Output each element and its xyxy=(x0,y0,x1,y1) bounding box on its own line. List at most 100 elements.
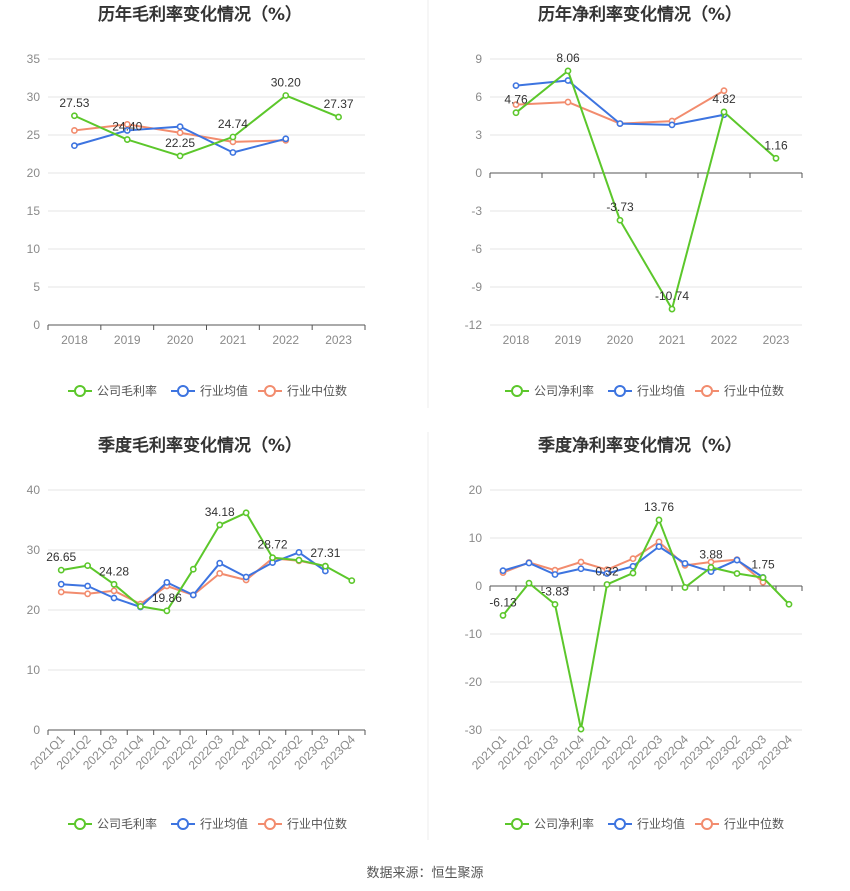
data-point-company[interactable] xyxy=(785,600,793,608)
data-point-company[interactable] xyxy=(84,562,92,569)
data-point-industry-avg[interactable] xyxy=(616,120,624,127)
data-point-industry-avg[interactable] xyxy=(229,149,237,156)
data-label: -3.73 xyxy=(606,200,634,214)
data-point-company[interactable] xyxy=(176,152,184,160)
data-point-industry-median[interactable] xyxy=(110,587,118,595)
legend-item-company[interactable]: 公司净利率 xyxy=(505,383,594,398)
y-tick-label: 0 xyxy=(33,723,40,737)
data-point-industry-median[interactable] xyxy=(564,98,572,106)
data-label: -3.83 xyxy=(541,584,569,598)
legend-item-industry-avg[interactable]: 行业均值 xyxy=(171,816,248,831)
data-point-company[interactable] xyxy=(137,603,144,610)
data-point-industry-avg[interactable] xyxy=(499,567,507,575)
data-point-company[interactable] xyxy=(269,554,276,562)
data-point-company[interactable] xyxy=(295,556,303,564)
data-point-industry-avg[interactable] xyxy=(655,543,663,551)
legend-item-industry-median[interactable]: 行业中位数 xyxy=(695,383,784,398)
data-point-company[interactable] xyxy=(282,92,290,99)
data-point-company[interactable] xyxy=(564,67,572,75)
chart-title: 历年毛利率变化情况（%） xyxy=(98,4,302,25)
data-point-industry-median[interactable] xyxy=(720,87,728,95)
data-point-company[interactable] xyxy=(720,108,728,116)
data-point-company[interactable] xyxy=(216,521,224,529)
data-point-company[interactable] xyxy=(707,563,715,571)
data-point-industry-median[interactable] xyxy=(84,590,92,598)
y-tick-label: 30 xyxy=(27,543,41,557)
legend-item-industry-avg[interactable]: 行业均值 xyxy=(608,816,685,831)
data-point-company[interactable] xyxy=(321,562,329,570)
legend-item-company[interactable]: 公司毛利率 xyxy=(68,383,157,398)
x-tick-label: 2023 xyxy=(325,333,352,347)
legend-marker-icon xyxy=(177,818,189,830)
data-point-industry-avg[interactable] xyxy=(110,594,118,602)
data-point-company[interactable] xyxy=(733,570,741,577)
legend-marker-icon xyxy=(177,385,189,397)
data-point-industry-avg[interactable] xyxy=(71,142,78,150)
legend-item-industry-median[interactable]: 行业中位数 xyxy=(258,383,347,398)
data-point-industry-avg[interactable] xyxy=(123,127,131,134)
chart-title: 历年净利率变化情况（%） xyxy=(538,4,742,25)
data-point-industry-avg[interactable] xyxy=(295,549,303,556)
data-point-company[interactable] xyxy=(71,112,78,120)
data-point-industry-avg[interactable] xyxy=(216,559,224,567)
data-point-company[interactable] xyxy=(525,579,533,587)
data-point-company[interactable] xyxy=(603,581,611,588)
data-point-industry-avg[interactable] xyxy=(525,559,533,567)
data-point-company[interactable] xyxy=(759,574,767,581)
data-point-company[interactable] xyxy=(551,600,559,608)
data-point-company[interactable] xyxy=(655,516,663,524)
data-point-company[interactable] xyxy=(616,216,624,224)
data-point-company[interactable] xyxy=(499,612,507,619)
data-point-industry-avg[interactable] xyxy=(681,560,689,567)
legend-marker-icon xyxy=(614,385,626,397)
legend-item-industry-median[interactable]: 行业中位数 xyxy=(695,816,784,831)
data-label: 26.65 xyxy=(46,550,76,564)
data-point-industry-avg[interactable] xyxy=(551,571,559,578)
data-point-company[interactable] xyxy=(242,509,250,517)
data-label: 27.53 xyxy=(59,96,89,110)
data-point-industry-avg[interactable] xyxy=(176,123,184,131)
data-point-company[interactable] xyxy=(668,305,676,313)
data-point-company[interactable] xyxy=(229,133,237,141)
data-point-company[interactable] xyxy=(681,584,689,591)
data-point-industry-avg[interactable] xyxy=(163,579,171,586)
legend-item-company[interactable]: 公司毛利率 xyxy=(68,816,157,831)
data-point-industry-avg[interactable] xyxy=(57,580,65,588)
data-point-company[interactable] xyxy=(123,136,131,143)
y-tick-label: 40 xyxy=(27,483,41,497)
legend-item-industry-median[interactable]: 行业中位数 xyxy=(258,816,347,831)
data-point-industry-median[interactable] xyxy=(629,555,637,563)
data-point-company[interactable] xyxy=(577,725,585,733)
data-point-industry-median[interactable] xyxy=(176,129,184,137)
data-point-company[interactable] xyxy=(772,154,780,162)
data-point-industry-avg[interactable] xyxy=(733,556,741,564)
data-point-company[interactable] xyxy=(512,109,520,117)
data-point-industry-avg[interactable] xyxy=(282,135,290,143)
data-point-company[interactable] xyxy=(348,577,356,584)
legend-item-industry-avg[interactable]: 行业均值 xyxy=(608,383,685,398)
y-tick-label: 20 xyxy=(27,603,41,617)
data-point-company[interactable] xyxy=(629,569,637,577)
data-point-industry-median[interactable] xyxy=(123,120,131,128)
data-point-industry-avg[interactable] xyxy=(189,591,197,599)
data-point-industry-avg[interactable] xyxy=(84,582,92,590)
data-point-industry-avg[interactable] xyxy=(668,121,676,129)
data-point-company[interactable] xyxy=(57,566,65,574)
data-label: 27.37 xyxy=(324,97,354,111)
data-point-industry-avg[interactable] xyxy=(603,570,611,577)
data-point-company[interactable] xyxy=(163,607,171,615)
data-point-industry-median[interactable] xyxy=(71,127,78,134)
data-point-industry-median[interactable] xyxy=(577,558,585,566)
data-point-industry-median[interactable] xyxy=(216,570,224,577)
data-point-company[interactable] xyxy=(335,113,342,121)
data-point-industry-avg[interactable] xyxy=(577,565,585,573)
data-point-industry-avg[interactable] xyxy=(512,82,520,89)
data-point-industry-avg[interactable] xyxy=(242,573,250,581)
data-point-company[interactable] xyxy=(189,565,197,573)
legend-item-company[interactable]: 公司净利率 xyxy=(505,816,594,831)
legend-label: 行业中位数 xyxy=(724,816,784,831)
data-point-company[interactable] xyxy=(110,580,118,588)
data-point-industry-median[interactable] xyxy=(512,101,520,108)
data-point-industry-median[interactable] xyxy=(57,588,65,596)
legend-item-industry-avg[interactable]: 行业均值 xyxy=(171,383,248,398)
